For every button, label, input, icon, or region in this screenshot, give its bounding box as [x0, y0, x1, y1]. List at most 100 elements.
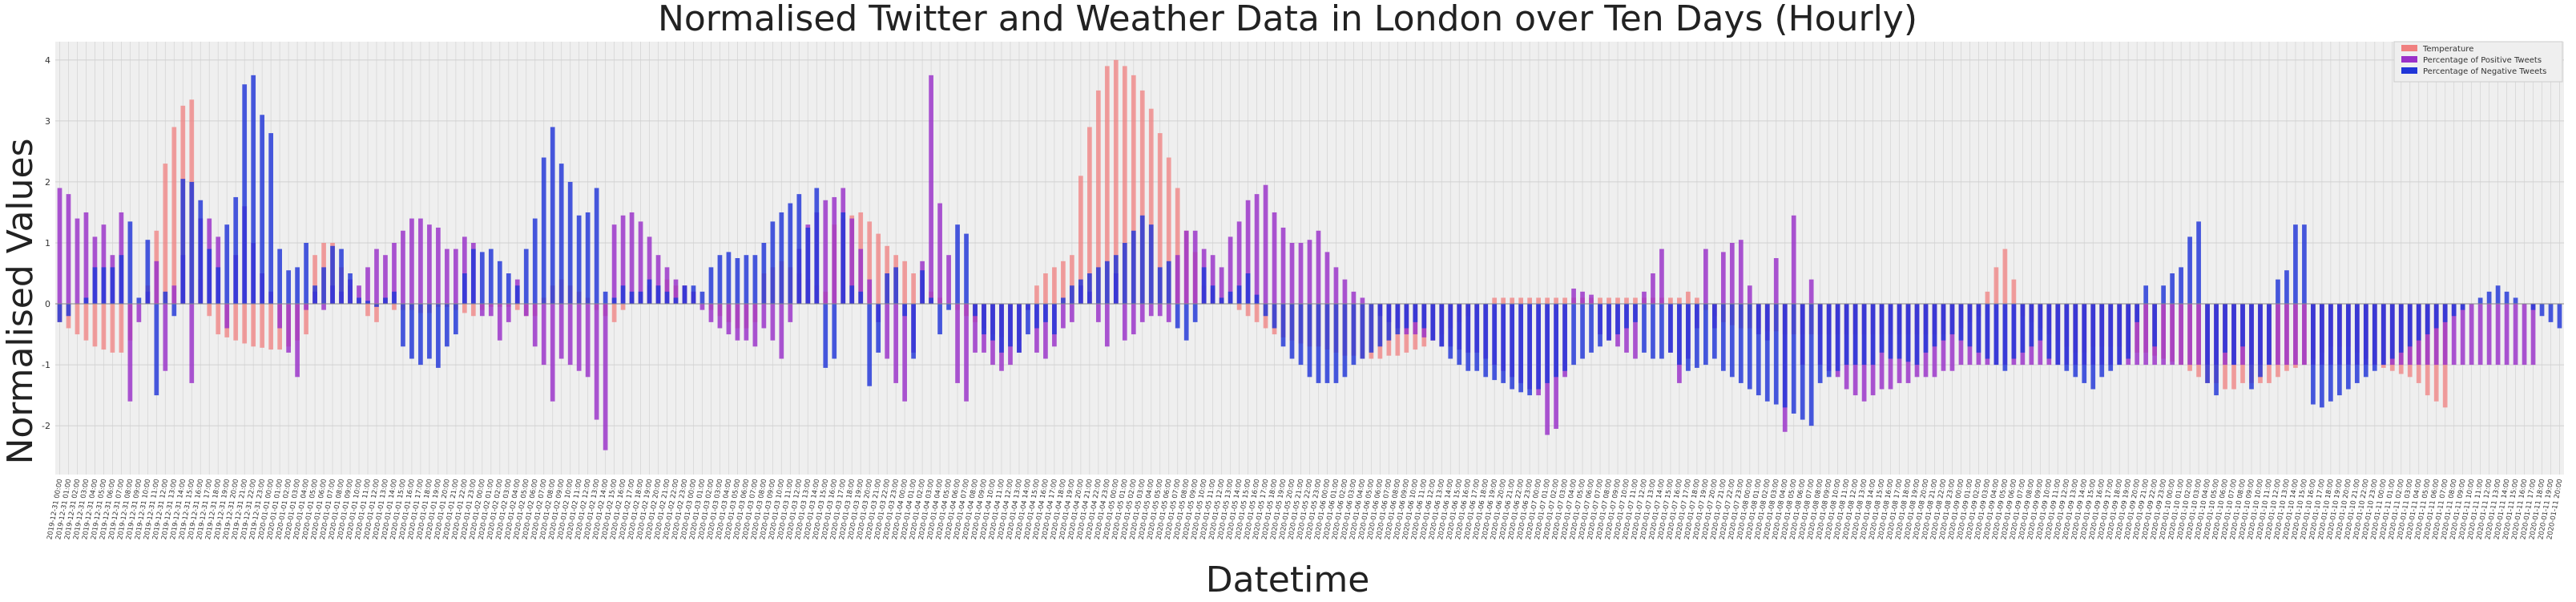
- bar-percentage-of-positive-tweets: [1342, 279, 1348, 305]
- bar-percentage-of-negative-tweets: [2090, 304, 2096, 390]
- bar-percentage-of-positive-tweets: [717, 304, 723, 329]
- bar-percentage-of-negative-tweets: [2002, 304, 2008, 371]
- bar-percentage-of-negative-tweets: [436, 304, 441, 368]
- bar-percentage-of-negative-tweets: [990, 304, 995, 341]
- bar-temperature: [2011, 279, 2017, 305]
- bar-percentage-of-negative-tweets: [1729, 304, 1735, 378]
- bar-percentage-of-positive-tweets: [427, 224, 432, 305]
- bar-percentage-of-negative-tweets: [1773, 304, 1779, 405]
- bar-percentage-of-positive-tweets: [127, 304, 133, 402]
- bar-percentage-of-negative-tweets: [611, 297, 617, 305]
- bar-percentage-of-negative-tweets: [198, 200, 204, 305]
- bar-percentage-of-negative-tweets: [841, 212, 846, 305]
- y-tick-label: 0: [45, 299, 50, 309]
- x-axis-title: Datetime: [1206, 560, 1370, 600]
- bar-percentage-of-negative-tweets: [1219, 297, 1224, 305]
- bar-percentage-of-negative-tweets: [1131, 230, 1136, 305]
- bar-percentage-of-negative-tweets: [1483, 304, 1489, 378]
- bar-percentage-of-negative-tweets: [260, 115, 265, 305]
- bar-percentage-of-negative-tweets: [1474, 304, 1480, 371]
- bar-percentage-of-negative-tweets: [1192, 304, 1198, 322]
- bar-percentage-of-positive-tweets: [1589, 294, 1594, 305]
- bar-percentage-of-negative-tweets: [1157, 267, 1163, 305]
- bar-percentage-of-negative-tweets: [136, 297, 142, 305]
- bar-percentage-of-positive-tweets: [902, 304, 908, 402]
- bar-percentage-of-positive-tweets: [673, 279, 679, 305]
- bar-temperature: [462, 304, 467, 313]
- bar-percentage-of-negative-tweets: [638, 291, 643, 305]
- bar-percentage-of-positive-tweets: [1228, 236, 1233, 305]
- bar-percentage-of-positive-tweets: [1298, 242, 1304, 305]
- bar-temperature: [1492, 297, 1498, 305]
- bar-percentage-of-negative-tweets: [1448, 304, 1453, 359]
- bar-percentage-of-negative-tweets: [2249, 304, 2254, 390]
- bar-percentage-of-positive-tweets: [1720, 252, 1726, 305]
- bar-percentage-of-positive-tweets: [638, 221, 643, 305]
- bar-percentage-of-positive-tweets: [189, 304, 195, 383]
- bar-percentage-of-negative-tweets: [479, 252, 485, 305]
- bar-percentage-of-positive-tweets: [1633, 304, 1638, 359]
- bar-percentage-of-negative-tweets: [1598, 304, 1602, 347]
- bar-percentage-of-positive-tweets: [295, 304, 300, 378]
- bar-percentage-of-negative-tweets: [1756, 304, 1761, 396]
- bar-percentage-of-negative-tweets: [1333, 304, 1339, 383]
- bar-percentage-of-negative-tweets: [66, 304, 71, 317]
- bar-percentage-of-negative-tweets: [1817, 304, 1823, 383]
- bar-percentage-of-negative-tweets: [1183, 304, 1189, 341]
- bar-percentage-of-negative-tweets: [1949, 304, 1955, 335]
- bar-percentage-of-positive-tweets: [823, 200, 828, 305]
- bar-percentage-of-positive-tweets: [2187, 304, 2192, 366]
- bar-percentage-of-negative-tweets: [796, 194, 802, 305]
- bar-percentage-of-positive-tweets: [83, 212, 89, 305]
- bar-percentage-of-positive-tweets: [752, 304, 758, 347]
- bar-percentage-of-negative-tweets: [2513, 297, 2518, 305]
- bar-percentage-of-negative-tweets: [1210, 285, 1215, 305]
- bar-percentage-of-negative-tweets: [1430, 304, 1436, 341]
- bar-percentage-of-positive-tweets: [2442, 304, 2448, 366]
- bar-percentage-of-negative-tweets: [2046, 304, 2052, 359]
- bar-temperature: [1985, 291, 1990, 305]
- bar-percentage-of-negative-tweets: [647, 279, 652, 305]
- bar-percentage-of-negative-tweets: [2302, 224, 2307, 305]
- bar-temperature: [374, 304, 379, 322]
- bar-percentage-of-positive-tweets: [2495, 304, 2501, 366]
- bar-percentage-of-negative-tweets: [1686, 304, 1691, 371]
- bar-percentage-of-negative-tweets: [849, 285, 855, 305]
- bar-percentage-of-positive-tweets: [655, 255, 661, 305]
- bar-percentage-of-negative-tweets: [2407, 304, 2413, 347]
- bar-percentage-of-negative-tweets: [1369, 304, 1374, 353]
- bar-percentage-of-negative-tweets: [1879, 304, 1885, 353]
- bar-percentage-of-negative-tweets: [603, 291, 608, 305]
- bar-percentage-of-positive-tweets: [603, 304, 608, 450]
- bar-percentage-of-positive-tweets: [1219, 267, 1224, 305]
- bar-percentage-of-negative-tweets: [2311, 304, 2316, 405]
- bar-percentage-of-positive-tweets: [1747, 285, 1752, 305]
- bar-percentage-of-negative-tweets: [594, 188, 599, 305]
- bar-temperature: [1131, 75, 1136, 305]
- bar-percentage-of-negative-tweets: [814, 188, 820, 305]
- bar-percentage-of-negative-tweets: [1008, 304, 1013, 347]
- bar-percentage-of-positive-tweets: [858, 248, 864, 305]
- bar-percentage-of-negative-tweets: [1280, 304, 1286, 347]
- bar-percentage-of-negative-tweets: [902, 304, 908, 317]
- bar-percentage-of-negative-tweets: [1958, 304, 1964, 341]
- bar-percentage-of-negative-tweets: [735, 258, 740, 305]
- bar-percentage-of-negative-tweets: [2504, 291, 2509, 305]
- bar-percentage-of-positive-tweets: [57, 188, 62, 305]
- bar-percentage-of-negative-tweets: [2135, 304, 2140, 322]
- bar-percentage-of-negative-tweets: [2214, 304, 2219, 396]
- bar-percentage-of-negative-tweets: [1404, 304, 1409, 329]
- bar-percentage-of-negative-tweets: [312, 285, 317, 305]
- bar-percentage-of-negative-tweets: [1413, 304, 1418, 322]
- bar-temperature: [163, 164, 168, 305]
- y-tick-label: -2: [42, 421, 50, 431]
- bar-percentage-of-negative-tweets: [964, 233, 969, 305]
- bar-percentage-of-positive-tweets: [708, 304, 714, 322]
- bar-temperature: [312, 255, 317, 305]
- bar-percentage-of-positive-tweets: [761, 304, 767, 329]
- bar-temperature: [1598, 297, 1602, 305]
- bar-percentage-of-negative-tweets: [550, 127, 555, 305]
- bar-percentage-of-negative-tweets: [1465, 304, 1471, 371]
- bar-percentage-of-negative-tweets: [445, 304, 449, 347]
